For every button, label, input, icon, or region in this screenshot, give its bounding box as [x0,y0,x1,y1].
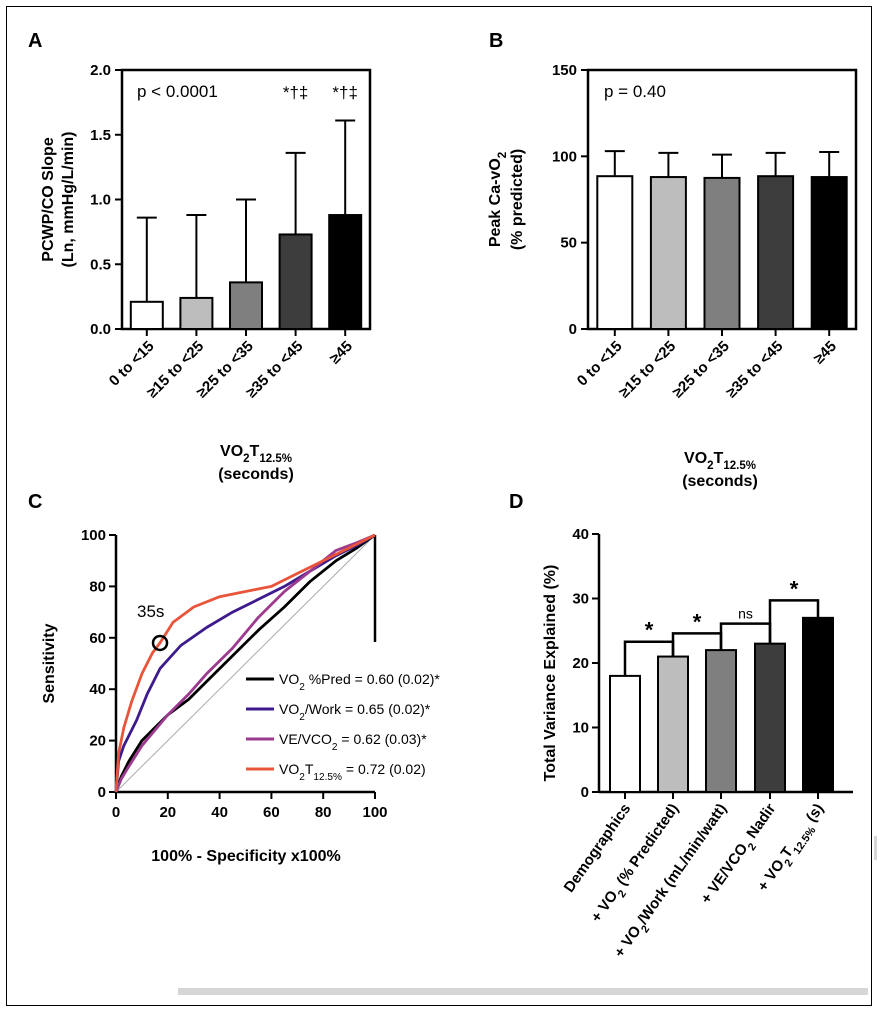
cutoff-marker [151,634,169,652]
y-tick-label: 0 [569,321,577,338]
y-tick-label: 1.5 [90,127,111,144]
legend-label: VO2T12.5% = 0.72 (0.02) [279,761,426,783]
roc-curve-2 [114,533,376,793]
x-axis-label-a: VO2T12.5% [220,443,292,465]
x-tick-label: 40 [211,804,228,821]
y-tick-label: 100 [552,148,577,165]
x-axis-label-b: VO2T12.5% [684,450,756,472]
bar [757,175,795,330]
significance-mark: *†‡ [283,83,309,102]
bar [754,642,786,794]
y-tick-label: 0 [98,784,106,801]
panel-label-d: D [509,491,523,513]
y-axis-label-b-2: (% predicted) [509,149,526,250]
vertical-scroll-track [874,836,877,860]
y-tick-label: 20 [572,655,589,672]
x-axis-label-a-2: (seconds) [218,466,294,483]
p-value-a: p < 0.0001 [137,82,218,101]
x-tick-label: ≥45 [326,338,356,368]
x-tick-label: 80 [315,804,332,821]
y-tick-label: 40 [572,526,589,543]
x-axis-label-c: 100% - Specificity x100% [151,848,340,865]
comparison-bracket [768,599,820,644]
horizontal-scroll-track [178,988,868,995]
y-tick-label: 40 [89,681,106,698]
bar [328,214,363,330]
y-tick-label: 80 [89,578,106,595]
panel-label-c: C [28,491,42,513]
y-tick-label: 50 [560,235,577,252]
y-tick-label: 0.0 [90,321,111,338]
legend-label: VO2 %Pred = 0.60 (0.02)* [279,671,440,693]
bar [179,296,214,331]
significance-mark: *†‡ [332,83,358,102]
x-axis-label-b-2: (seconds) [682,473,758,490]
y-axis-label-d: Total Variance Explained (%) [542,565,559,782]
x-tick-label: ≥15 to <25 [616,338,680,402]
bar [609,674,641,794]
roc-curve-4 [114,533,376,793]
x-tick-label: 60 [263,804,280,821]
bar [810,176,848,330]
x-tick-label: 100 [362,804,387,821]
y-tick-label: 1.0 [90,192,111,209]
comparison-label: * [790,576,799,601]
y-tick-label: 0 [581,784,589,801]
roc-curve-1 [114,533,376,793]
x-tick-label: ≥25 to <35 [669,338,733,402]
y-axis-label-b: Peak Ca-vO2 [487,152,509,247]
comparison-label: * [693,609,702,634]
x-tick-label: 0 to <15 [574,338,626,390]
y-tick-label: 30 [572,591,589,608]
legend-label: VE/VCO2 = 0.62 (0.03)* [279,731,427,753]
y-tick-label: 150 [552,62,577,79]
comparison-label: * [645,618,654,643]
y-axis-label-c: Sensitivity [41,623,58,703]
bar [705,649,737,793]
y-axis-label-a: PCWP/CO Slope [40,137,57,262]
bar [703,176,741,330]
comparison-label: ns [738,606,753,622]
bar [596,175,634,330]
x-tick-label: ≥35 to <45 [723,338,787,402]
x-tick-label: 0 [112,804,120,821]
bar [802,616,834,793]
bar [278,233,313,330]
y-tick-label: 10 [572,720,589,737]
bar [657,655,689,793]
y-tick-label: 20 [89,733,106,750]
panel-label-a: A [28,30,42,52]
reference-diagonal [115,534,376,793]
p-value-b: p = 0.40 [604,82,666,101]
bar [229,281,263,331]
bar [129,300,164,330]
cutoff-label: 35s [137,602,164,621]
figure-frame [6,6,872,1006]
bar [649,176,687,330]
x-tick-label: 20 [159,804,176,821]
legend-label: VO2/Work = 0.65 (0.02)* [279,701,431,723]
y-tick-label: 100 [81,527,106,544]
x-tick-label: ≥45 [810,338,840,368]
panel-label-b: B [489,30,503,52]
y-axis-label-a-2: (Ln, mmHg/L/min) [60,132,77,268]
y-tick-label: 0.5 [90,256,111,273]
y-tick-label: 2.0 [90,62,111,79]
y-tick-label: 60 [89,630,106,647]
